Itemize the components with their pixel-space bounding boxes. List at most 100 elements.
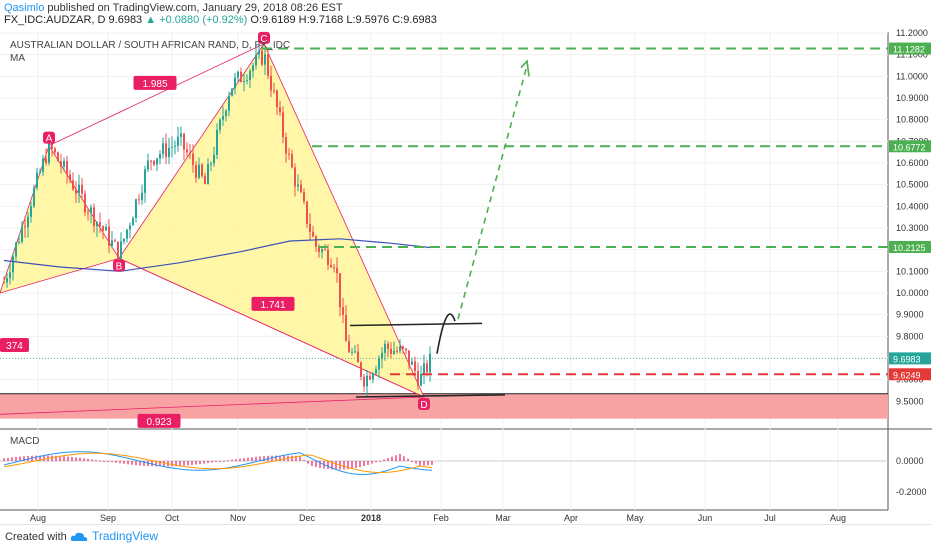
candle-body <box>405 348 407 351</box>
candle-body <box>393 350 395 354</box>
candle-body <box>294 167 296 187</box>
macd-hist-bar <box>375 461 377 463</box>
ratio-box <box>0 338 29 352</box>
macd-hist-bar <box>239 458 241 461</box>
candle-body <box>282 112 284 138</box>
macd-hist-bar <box>335 461 337 470</box>
candle-body <box>84 193 86 213</box>
candle-body <box>273 90 275 92</box>
macd-hist-bar <box>379 460 381 462</box>
tradingview-brand[interactable]: TradingView <box>70 529 158 543</box>
candle-body <box>285 137 287 154</box>
macd-hist-bar <box>311 461 313 467</box>
macd-hist-bar <box>259 456 261 461</box>
price-tag-label: 10.2125 <box>893 243 926 253</box>
macd-hist-bar <box>127 461 129 465</box>
macd-hist-bar <box>107 461 109 462</box>
candle-body <box>30 206 32 217</box>
candle-body <box>279 107 281 113</box>
candle-body <box>240 71 242 83</box>
macd-hist-bar <box>279 455 281 461</box>
candle-body <box>18 241 20 243</box>
macd-hist-bar <box>199 461 201 465</box>
candle-body <box>120 241 122 261</box>
candle-body <box>246 80 248 82</box>
candle-body <box>324 249 326 251</box>
candle-body <box>3 282 5 284</box>
candle-body <box>330 264 332 268</box>
macd-hist-bar <box>59 455 61 461</box>
candle-body <box>210 163 212 165</box>
macd-hist-bar <box>391 456 393 461</box>
author-name[interactable]: Qasimlo <box>4 2 45 14</box>
macd-hist-bar <box>407 458 409 461</box>
candle-body <box>384 343 386 353</box>
macd-hist-bar <box>19 456 21 461</box>
macd-hist-bar <box>415 461 417 464</box>
macd-hist-bar <box>207 461 209 464</box>
point-label-b: B <box>116 261 123 272</box>
candle-body <box>102 226 104 231</box>
pattern-leg <box>0 396 425 415</box>
candle-body <box>333 267 335 269</box>
candle-body <box>60 161 62 167</box>
candle-body <box>99 222 101 227</box>
macd-hist-bar <box>275 455 277 461</box>
candle-body <box>72 180 74 190</box>
chart-title: AUSTRALIAN DOLLAR / SOUTH AFRICAN RAND, … <box>10 40 290 51</box>
price-tick: 9.9000 <box>896 310 924 320</box>
macd-hist-bar <box>15 456 17 461</box>
moving-average <box>3 238 431 272</box>
footer: Created with TradingView <box>0 524 932 551</box>
candle-body <box>258 50 260 55</box>
macd-hist-bar <box>355 461 357 468</box>
candle-body <box>261 50 263 65</box>
price-tag-label: 10.6772 <box>893 142 926 152</box>
point-marker-d <box>418 398 430 410</box>
macd-hist-bar <box>283 455 285 461</box>
candle-body <box>27 216 29 228</box>
candle-body <box>342 307 344 315</box>
publish-info: Qasimlo published on TradingView.com, Ja… <box>4 2 343 14</box>
macd-hist-bar <box>235 459 237 461</box>
candle-body <box>12 256 14 273</box>
candle-body <box>144 169 146 193</box>
macd-hist-bar <box>95 459 97 461</box>
ratio-label: 374 <box>6 341 23 352</box>
candle-body <box>363 376 365 387</box>
candle-body <box>87 212 89 214</box>
price-tick: 10.4000 <box>896 201 929 211</box>
macd-hist-bar <box>39 455 41 461</box>
candle-body <box>360 362 362 377</box>
macd-hist-bar <box>271 455 273 461</box>
candle-body <box>228 95 230 111</box>
candle-body <box>267 54 269 76</box>
price-tick: 9.8000 <box>896 331 924 341</box>
created-with-text: Created with <box>5 531 67 543</box>
candle-body <box>336 267 338 274</box>
macd-hist-bar <box>91 459 93 461</box>
macd-hist-bar <box>387 458 389 461</box>
macd-hist-bar <box>295 455 297 461</box>
last-price: 9.6983 <box>108 14 143 26</box>
macd-hist-bar <box>219 461 221 462</box>
price-tag-box <box>889 368 931 381</box>
macd-hist-bar <box>123 461 125 464</box>
point-marker-c <box>258 31 270 44</box>
macd-hist-bar <box>395 455 397 461</box>
time-tick: Nov <box>230 513 247 523</box>
point-marker-a <box>43 131 55 144</box>
macd-hist-bar <box>307 461 309 464</box>
candle-body <box>93 207 95 227</box>
candle-body <box>414 361 416 372</box>
candle-body <box>138 199 140 201</box>
macd-hist-bar <box>411 461 413 462</box>
candle-body <box>222 116 224 120</box>
time-tick: Jun <box>698 513 713 523</box>
macd-hist-bar <box>319 461 321 468</box>
macd-hist-bar <box>227 460 229 462</box>
candle-body <box>114 240 116 242</box>
candle-body <box>48 138 50 163</box>
